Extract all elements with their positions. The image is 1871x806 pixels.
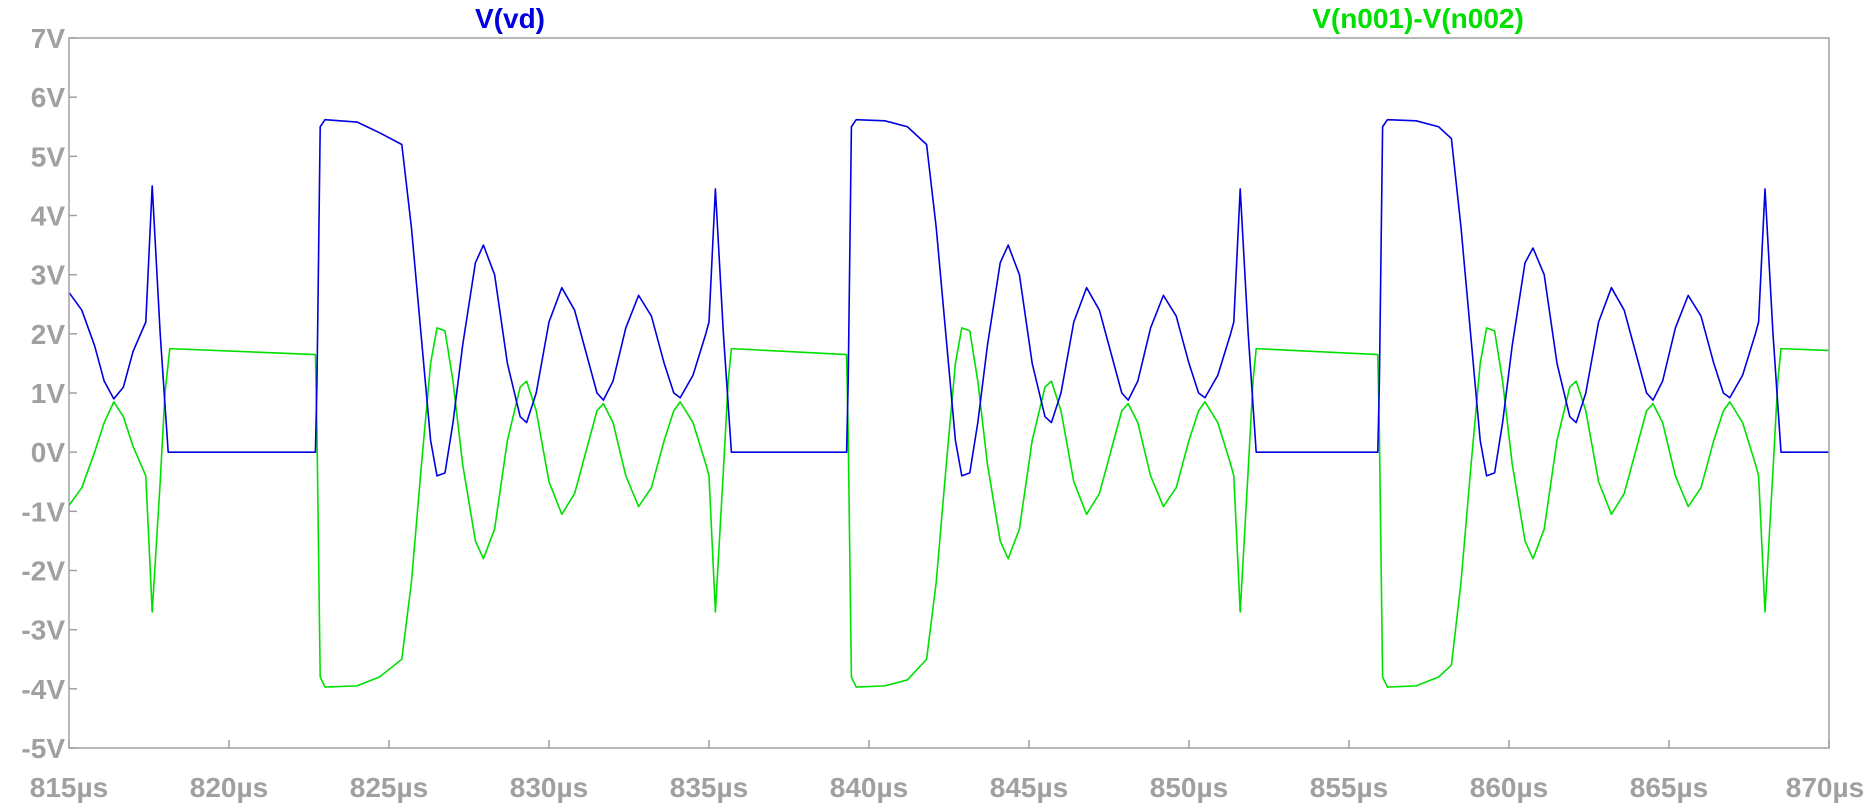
plot-frame [68, 37, 1830, 749]
legend: V(vd) V(n001)-V(n002) [475, 3, 1524, 34]
series-line-n001-n002 [68, 327, 1830, 688]
y-tick-label: 0V [31, 437, 66, 468]
x-tick-label: 835µs [670, 772, 748, 803]
series-line-vd [68, 118, 1829, 477]
legend-entry: V(n001)-V(n002) [1312, 3, 1524, 34]
y-tick-label: -1V [21, 496, 65, 527]
x-axis: 815µs 820µs 825µs 830µs 835µs 840µs 845µs 850µs… [30, 740, 1864, 803]
x-tick-label: 845µs [990, 772, 1068, 803]
legend-entry: V(vd) [475, 3, 545, 34]
x-tick-label: 815µs [30, 772, 108, 803]
y-tick-label: -2V [21, 556, 65, 587]
y-tick-label: 5V [31, 141, 66, 172]
y-tick-label: 7V [31, 23, 66, 54]
y-tick-label: -5V [21, 733, 65, 764]
y-axis: 7V 6V 5V 4V 3V 2V 1V 0V -1V -2V -3V -4V -5V [21, 23, 77, 764]
y-tick-label: -4V [21, 674, 65, 705]
y-tick-label: 6V [31, 82, 66, 113]
x-tick-label: 830µs [510, 772, 588, 803]
y-tick-label: 4V [31, 201, 66, 232]
x-tick-label: 820µs [190, 772, 268, 803]
y-tick-label: -3V [21, 615, 65, 646]
x-tick-label: 825µs [350, 772, 428, 803]
y-tick-label: 1V [31, 378, 66, 409]
x-tick-label: 865µs [1630, 772, 1708, 803]
x-tick-label: 855µs [1310, 772, 1388, 803]
traces [68, 118, 1830, 688]
y-tick-label: 2V [31, 319, 66, 350]
x-tick-label: 860µs [1470, 772, 1548, 803]
y-tick-label: 3V [31, 260, 66, 291]
x-tick-label: 870µs [1786, 772, 1864, 803]
x-tick-label: 850µs [1150, 772, 1228, 803]
x-tick-label: 840µs [830, 772, 908, 803]
